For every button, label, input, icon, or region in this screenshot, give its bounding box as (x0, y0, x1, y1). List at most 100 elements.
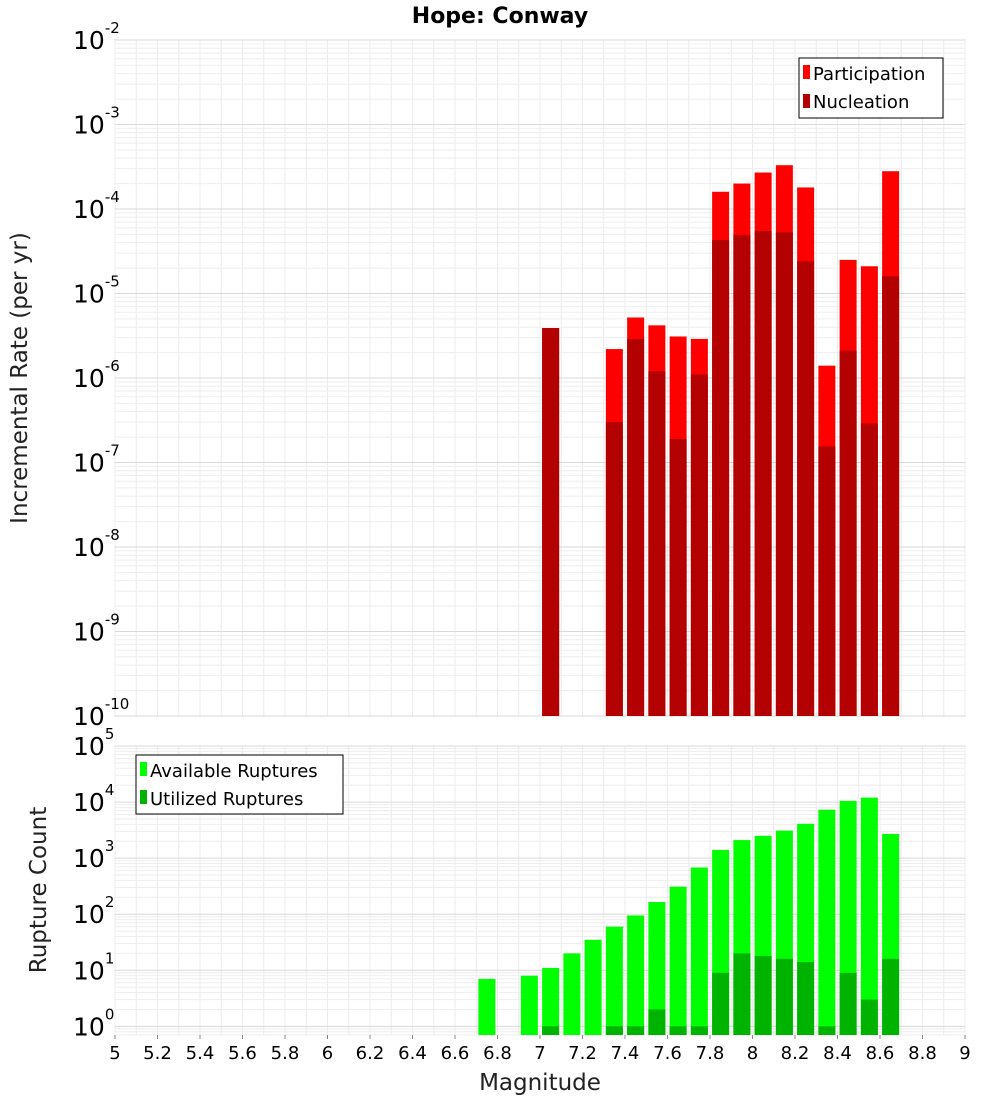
y-tick-label: 10-10 (73, 695, 129, 731)
rate-panel: 10-10 10-9 10-8 10-7 10-6 10-5 10-4 10-3 10-2 In… (7, 19, 966, 731)
x-tick-label: 6.6 (441, 1043, 470, 1064)
y-tick-label: 10-7 (73, 442, 120, 478)
rate-grid (114, 39, 966, 717)
x-tick-label: 8.6 (866, 1043, 895, 1064)
count-x-ticks: 5 5.2 5.4 5.6 5.8 6 6.2 6.4 6.6 6.8 7 7.2 7.4 7.6 7.8 8… (109, 1035, 971, 1064)
x-tick-label: 7 (534, 1043, 545, 1064)
available-legend-swatch (140, 762, 147, 776)
x-tick-label: 5.4 (186, 1043, 215, 1064)
nucleation-bar (542, 328, 560, 716)
utilized-ruptures-bar (754, 955, 772, 1035)
utilized-ruptures-bar (818, 1026, 836, 1035)
utilized-ruptures-bar (882, 958, 900, 1035)
nucleation-bar (690, 374, 708, 716)
nucleation-bar (648, 371, 666, 716)
x-tick-label: 5.8 (271, 1043, 300, 1064)
x-tick-label: 6.4 (398, 1043, 427, 1064)
count-y-axis-label: Rupture Count (26, 807, 52, 973)
x-tick-label: 8.4 (823, 1043, 852, 1064)
available-ruptures-bar (627, 915, 645, 1035)
y-tick-label: 10-4 (73, 188, 120, 224)
y-tick-label: 105 (73, 725, 114, 761)
rate-legend-box (798, 57, 944, 119)
x-tick-label: 7.4 (611, 1043, 640, 1064)
available-ruptures-bar (605, 926, 623, 1035)
y-tick-label: 101 (73, 949, 114, 985)
utilized-ruptures-bar (627, 1026, 645, 1035)
nucleation-bar (797, 261, 815, 716)
available-ruptures-bar (860, 797, 878, 1035)
y-tick-label: 10-3 (73, 104, 120, 140)
nucleation-bar (860, 423, 878, 716)
utilized-ruptures-bar (669, 1026, 687, 1035)
utilized-ruptures-bar (605, 1026, 623, 1035)
nucleation-bar (775, 232, 793, 716)
rate-y-ticks: 10-10 10-9 10-8 10-7 10-6 10-5 10-4 10-3 10-2 (73, 19, 129, 731)
nucleation-legend-label: Nucleation (813, 92, 909, 113)
chart-title: Hope: Conway (412, 4, 588, 29)
y-tick-label: 10-5 (73, 273, 120, 309)
x-tick-label: 6 (322, 1043, 333, 1064)
y-tick-label: 10-2 (73, 19, 120, 55)
available-ruptures-bar (648, 901, 666, 1035)
available-ruptures-bar (563, 953, 581, 1035)
utilized-ruptures-bar (860, 999, 878, 1035)
nucleation-bar (669, 438, 687, 716)
utilized-ruptures-bar (648, 1009, 666, 1035)
available-ruptures-bar (542, 967, 560, 1035)
utilized-legend-swatch (140, 790, 147, 804)
y-tick-label: 100 (73, 1005, 114, 1041)
available-ruptures-bar (584, 939, 602, 1035)
nucleation-legend-swatch (803, 94, 810, 108)
utilized-ruptures-bar (775, 958, 793, 1035)
nucleation-bar (627, 338, 645, 716)
utilized-legend-label: Utilized Ruptures (150, 789, 303, 810)
participation-legend-swatch (803, 65, 810, 79)
x-tick-label: 8.8 (908, 1043, 937, 1064)
x-tick-label: 7.8 (696, 1043, 725, 1064)
utilized-ruptures-bar (839, 972, 857, 1035)
count-bars (478, 797, 900, 1035)
y-tick-label: 10-6 (73, 357, 120, 393)
nucleation-bar (839, 350, 857, 716)
available-ruptures-bar (520, 975, 538, 1035)
rate-legend: Participation Nucleation (798, 57, 944, 119)
available-legend-label: Available Ruptures (150, 761, 318, 782)
x-tick-label: 6.2 (356, 1043, 385, 1064)
nucleation-bar (754, 230, 772, 717)
count-panel: 100 101 102 103 104 105 5 5.2 5.4 5.6 5.8 6 6.2 6.4 6… (26, 725, 971, 1096)
nucleation-bar (605, 422, 623, 716)
utilized-ruptures-bar (733, 953, 751, 1035)
x-tick-label: 9 (959, 1043, 970, 1064)
utilized-ruptures-bar (542, 1026, 560, 1035)
x-axis-label: Magnitude (479, 1070, 601, 1096)
x-tick-label: 7.2 (568, 1043, 597, 1064)
nucleation-bar (733, 235, 751, 716)
x-tick-label: 8.2 (781, 1043, 810, 1064)
count-legend: Available Ruptures Utilized Ruptures (135, 754, 344, 815)
utilized-ruptures-bar (797, 962, 815, 1035)
available-ruptures-bar (669, 886, 687, 1035)
nucleation-bar (882, 276, 900, 716)
y-tick-label: 10-9 (73, 611, 120, 647)
y-tick-label: 104 (73, 781, 114, 817)
participation-legend-label: Participation (813, 64, 925, 85)
y-tick-label: 10-8 (73, 526, 120, 562)
x-tick-label: 7.6 (653, 1043, 682, 1064)
x-tick-label: 5 (109, 1043, 120, 1064)
available-ruptures-bar (478, 978, 496, 1035)
y-tick-label: 103 (73, 837, 114, 873)
count-y-ticks: 100 101 102 103 104 105 (73, 725, 114, 1041)
nucleation-bar (712, 239, 730, 716)
available-ruptures-bar (818, 809, 836, 1035)
count-legend-box (135, 754, 344, 815)
rate-y-axis-label: Incremental Rate (per yr) (7, 232, 33, 524)
x-tick-label: 8 (747, 1043, 758, 1064)
utilized-ruptures-bar (712, 972, 730, 1035)
y-tick-label: 102 (73, 893, 114, 929)
x-tick-label: 6.8 (483, 1043, 512, 1064)
x-tick-label: 5.6 (228, 1043, 257, 1064)
nucleation-bar (818, 446, 836, 716)
x-tick-label: 5.2 (143, 1043, 172, 1064)
